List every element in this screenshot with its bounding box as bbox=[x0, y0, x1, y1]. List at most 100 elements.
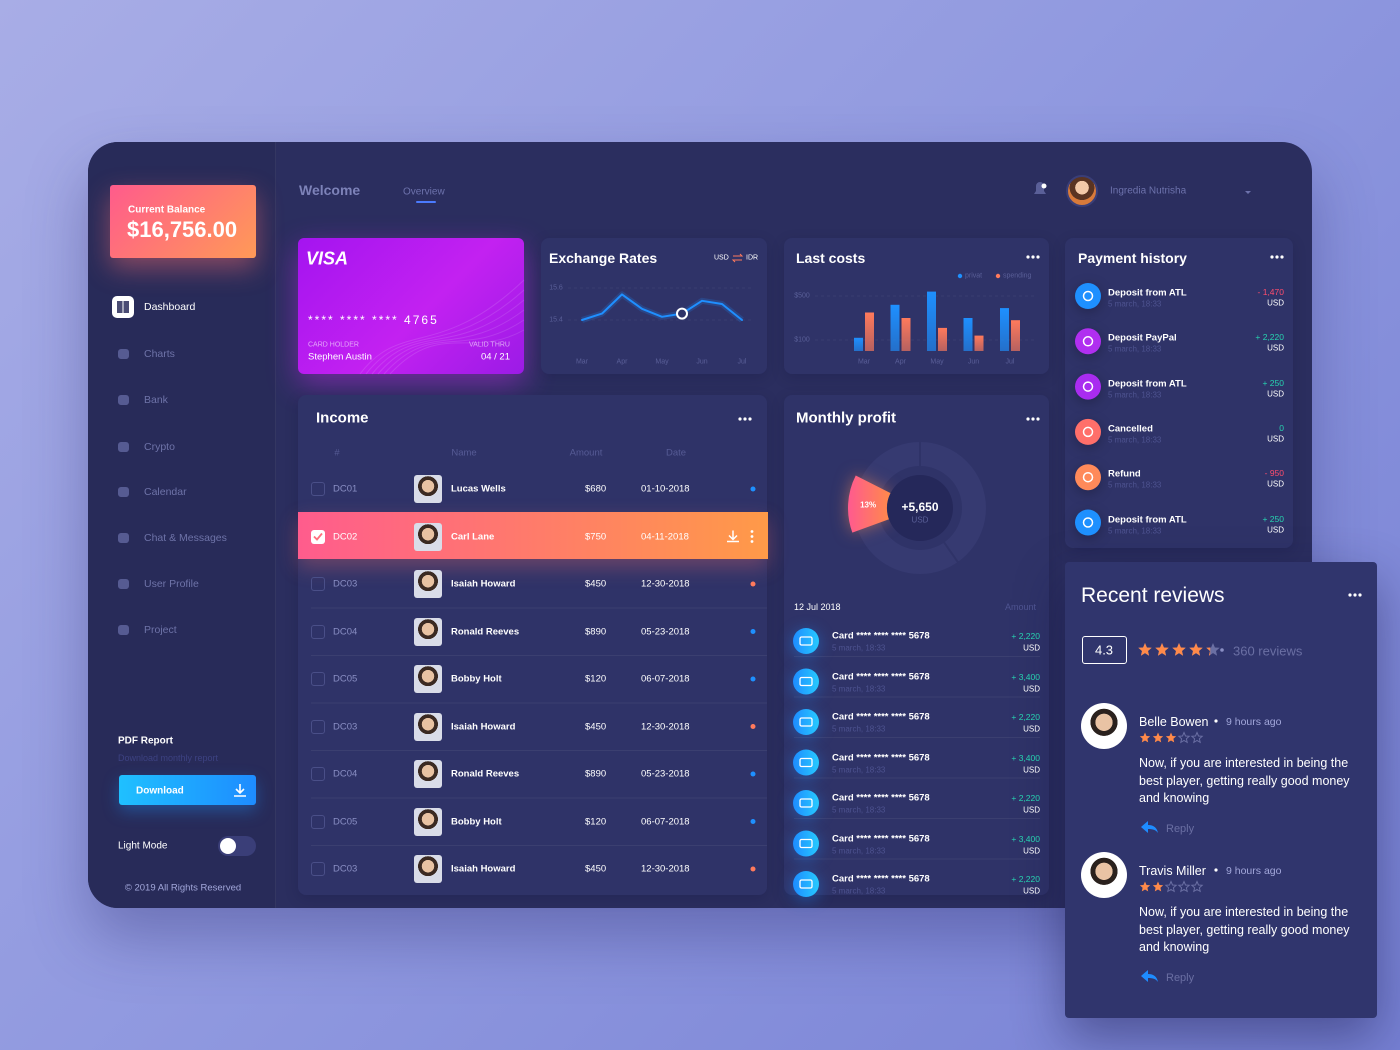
row-name: Bobby Holt bbox=[451, 673, 502, 685]
profit-title: Card **** **** **** 5678 bbox=[832, 833, 930, 844]
payment-currency: USD bbox=[1267, 525, 1284, 534]
row-checkbox[interactable] bbox=[311, 624, 325, 639]
row-checkbox[interactable] bbox=[311, 482, 325, 496]
x-tick-label: Mar bbox=[857, 358, 871, 366]
segment-label: 13% bbox=[860, 500, 877, 510]
reviews-card bbox=[1065, 562, 1377, 1018]
row-checkbox[interactable] bbox=[311, 862, 325, 876]
row-avatar bbox=[414, 855, 442, 883]
row-avatar bbox=[414, 617, 442, 646]
profit-date: 5 march, 18:33 bbox=[832, 846, 886, 855]
profit-amount: + 2,220 bbox=[1011, 631, 1040, 641]
list-header: Amount bbox=[1004, 602, 1036, 612]
light-mode-label: Light Mode bbox=[118, 840, 168, 852]
payment-currency: USD bbox=[1267, 298, 1284, 308]
profit-title: Card **** **** **** 5678 bbox=[832, 711, 930, 723]
payment-currency: USD bbox=[1267, 479, 1284, 489]
row-amount: $890 bbox=[585, 768, 607, 780]
nav-item[interactable]: Project bbox=[144, 624, 177, 636]
row-name: Ronald Reeves bbox=[451, 768, 520, 780]
row-checkbox[interactable] bbox=[311, 672, 325, 686]
payment-title: Deposit from ATL bbox=[1108, 378, 1187, 390]
card-holder: Stephen Austin bbox=[308, 351, 372, 363]
review-text: Now, if you are interested in being the … bbox=[1139, 756, 1350, 805]
nav-icon bbox=[118, 533, 129, 543]
column-header: Date bbox=[665, 447, 687, 459]
header-tab[interactable]: Overview bbox=[403, 186, 445, 198]
nav-icon bbox=[118, 487, 129, 497]
nav-item[interactable]: Charts bbox=[144, 348, 175, 360]
row-amount: $450 bbox=[585, 578, 607, 590]
report-subtitle: Download monthly report bbox=[118, 753, 219, 763]
nav-item[interactable]: Chat & Messages bbox=[144, 532, 227, 544]
payment-amount: 0 bbox=[1279, 422, 1284, 433]
profit-amount: + 3,400 bbox=[1011, 833, 1040, 844]
payment-date: 5 march, 18:33 bbox=[1108, 390, 1162, 400]
user-avatar[interactable] bbox=[1066, 175, 1098, 207]
profit-currency: USD bbox=[1023, 724, 1040, 734]
reviewer-avatar bbox=[1081, 852, 1127, 898]
list-date: 12 Jul 2018 bbox=[794, 602, 841, 612]
profit-amount: + 2,220 bbox=[1011, 793, 1040, 803]
download-button[interactable] bbox=[119, 775, 256, 805]
row-date: 01-10-2018 bbox=[641, 483, 690, 495]
row-amount: $680 bbox=[585, 483, 607, 495]
payment-history-card bbox=[1065, 238, 1293, 548]
row-avatar bbox=[414, 665, 442, 693]
row-date: 05-23-2018 bbox=[641, 626, 690, 637]
review-time: 9 hours ago bbox=[1226, 865, 1282, 877]
balance-value: $16,756.00 bbox=[127, 217, 238, 242]
nav-item[interactable]: User Profile bbox=[144, 578, 199, 590]
nav-icon bbox=[118, 625, 129, 635]
payment-date: 5 march, 18:33 bbox=[1108, 299, 1162, 309]
row-date: 12-30-2018 bbox=[641, 721, 690, 732]
report-title: PDF Report bbox=[118, 735, 173, 747]
row-checkbox[interactable] bbox=[311, 529, 325, 544]
row-checkbox[interactable] bbox=[311, 814, 325, 829]
balance-label: Current Balance bbox=[128, 204, 206, 216]
row-amount: $450 bbox=[585, 863, 607, 875]
card-title: Monthly profit bbox=[796, 409, 896, 427]
x-tick-label: Apr bbox=[895, 358, 906, 366]
income-card bbox=[298, 395, 767, 895]
y-tick-label: $100 bbox=[794, 336, 810, 344]
balance-card bbox=[110, 185, 256, 258]
row-checkbox[interactable] bbox=[311, 767, 325, 781]
payment-date: 5 march, 18:33 bbox=[1108, 435, 1162, 445]
nav-item[interactable]: Bank bbox=[144, 394, 168, 406]
row-checkbox[interactable] bbox=[311, 719, 325, 734]
row-amount: $890 bbox=[585, 626, 607, 637]
tab-underline bbox=[416, 201, 436, 203]
nav-item[interactable]: Dashboard bbox=[144, 301, 196, 313]
review-text: Now, if you are interested in being the … bbox=[1139, 905, 1350, 954]
card-holder-label: CARD HOLDER bbox=[308, 341, 359, 349]
row-amount: $120 bbox=[585, 816, 607, 827]
nav-icon bbox=[118, 395, 129, 405]
row-date: 12-30-2018 bbox=[641, 578, 690, 590]
nav-item[interactable]: Crypto bbox=[144, 441, 175, 453]
payment-currency: USD bbox=[1267, 343, 1284, 353]
row-avatar bbox=[414, 570, 442, 598]
payment-amount: - 950 bbox=[1264, 468, 1284, 479]
x-tick-label: May bbox=[655, 358, 669, 366]
profit-currency: USD bbox=[1023, 684, 1040, 693]
row-checkbox[interactable] bbox=[311, 577, 325, 591]
row-id: DC05 bbox=[333, 816, 358, 827]
profit-title: Card **** **** **** 5678 bbox=[832, 752, 930, 763]
profit-date: 5 march, 18:33 bbox=[832, 643, 886, 653]
nav-item[interactable]: Calendar bbox=[144, 486, 187, 498]
reply-link[interactable]: Reply bbox=[1166, 823, 1195, 835]
payment-currency: USD bbox=[1267, 389, 1284, 399]
monthly-profit-card bbox=[784, 395, 1049, 895]
reviewer-avatar bbox=[1081, 703, 1127, 749]
selected-row bbox=[298, 512, 768, 559]
row-avatar bbox=[414, 475, 442, 503]
nav-icon bbox=[118, 349, 129, 359]
profit-date: 5 march, 18:33 bbox=[832, 724, 886, 734]
row-avatar bbox=[414, 712, 442, 741]
profit-title: Card **** **** **** 5678 bbox=[832, 671, 930, 682]
column-header: # bbox=[334, 447, 340, 459]
reply-link[interactable]: Reply bbox=[1166, 972, 1195, 984]
row-name: Isaiah Howard bbox=[451, 721, 516, 732]
